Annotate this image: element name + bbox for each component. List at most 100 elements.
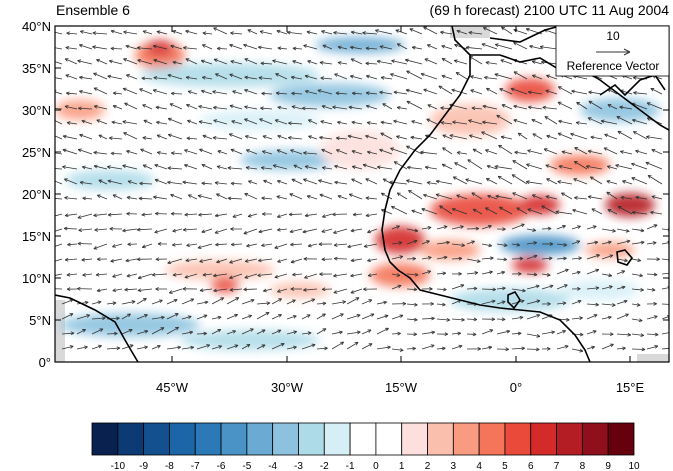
wind-vector xyxy=(517,132,528,140)
wind-vector-head xyxy=(102,316,106,321)
wind-vector xyxy=(661,287,669,290)
wind-vector-head xyxy=(574,196,578,200)
wind-vector xyxy=(122,121,138,125)
wind-vector-head xyxy=(441,74,446,79)
wind-vector-head xyxy=(155,105,160,110)
wind-vector xyxy=(576,101,588,110)
wind-vector xyxy=(245,258,258,262)
wind-vector-head xyxy=(232,90,237,94)
wind-vector xyxy=(393,91,408,95)
wind-vector xyxy=(92,32,108,35)
wind-vector-head xyxy=(413,317,418,322)
wind-vector-head xyxy=(213,119,218,123)
wind-vector xyxy=(66,122,78,125)
wind-vector-head xyxy=(456,150,461,155)
colorbar-swatch xyxy=(143,422,170,456)
wind-vector xyxy=(291,178,303,185)
wind-vector-head xyxy=(139,88,144,92)
wind-vector xyxy=(319,136,333,140)
wind-vector-head xyxy=(185,29,190,34)
wind-vector-head xyxy=(531,60,536,64)
wind-vector-head xyxy=(335,149,340,153)
wind-vector xyxy=(631,273,643,277)
wind-vector-head xyxy=(203,331,207,336)
wind-vector xyxy=(406,318,418,321)
wind-vector-head xyxy=(190,298,195,302)
wind-vector-head xyxy=(473,286,478,291)
wind-vector-head xyxy=(587,117,592,121)
wind-vector-head xyxy=(290,287,295,291)
wind-vector xyxy=(441,163,453,170)
wind-vector-head xyxy=(350,258,355,263)
wind-vector-head xyxy=(461,317,465,322)
wind-vector xyxy=(631,288,644,291)
wind-vector-head xyxy=(79,180,84,185)
wind-vector xyxy=(93,243,108,250)
wind-vector-head xyxy=(154,163,159,168)
wind-vector-head xyxy=(452,176,457,180)
wind-vector xyxy=(346,297,360,305)
wind-vector xyxy=(481,225,492,230)
wind-vector xyxy=(55,77,63,80)
wind-vector-head xyxy=(455,71,460,76)
wind-vector xyxy=(213,273,228,277)
wind-vector-head xyxy=(122,164,127,168)
wind-vector-head xyxy=(596,254,600,258)
wind-vector-head xyxy=(250,298,255,303)
wind-vector-head xyxy=(303,151,307,155)
wind-vector xyxy=(573,178,588,185)
wind-vector xyxy=(333,288,348,294)
wind-vector-head xyxy=(486,87,490,92)
wind-vector-head xyxy=(620,150,624,154)
wind-vector-head xyxy=(235,297,240,301)
wind-vector xyxy=(352,213,363,216)
wind-vector xyxy=(393,120,408,125)
wind-vector-head xyxy=(376,59,381,64)
wind-vector-head xyxy=(275,91,280,96)
wind-vector-head xyxy=(424,58,429,62)
wind-vector-head xyxy=(350,228,355,233)
wind-vector-head xyxy=(414,272,419,277)
wind-vector-head xyxy=(153,76,158,80)
wind-vector xyxy=(61,332,75,335)
x-tick-label: 45°W xyxy=(156,380,189,395)
wind-vector-head xyxy=(631,210,636,215)
wind-vector-head xyxy=(263,179,267,184)
wind-vector xyxy=(82,197,93,200)
wind-vector-head xyxy=(606,180,611,184)
wind-vector xyxy=(466,258,481,263)
wind-vector xyxy=(304,273,318,279)
wind-vector xyxy=(376,346,391,350)
wind-vector xyxy=(289,213,303,215)
wind-vector-head xyxy=(109,136,113,141)
wind-vector-head xyxy=(78,228,83,232)
wind-vector xyxy=(451,89,468,95)
wind-vector-head xyxy=(426,181,431,185)
wind-vector-head xyxy=(440,121,445,125)
wind-vector xyxy=(427,104,438,110)
wind-vector xyxy=(555,211,573,215)
colorbar-label: 1 xyxy=(399,461,405,471)
wind-vector-head xyxy=(260,106,264,111)
wind-vector xyxy=(216,165,228,170)
wind-vector xyxy=(112,273,123,278)
wind-vector-head xyxy=(229,104,234,109)
wind-vector xyxy=(380,77,393,80)
wind-vector-head xyxy=(488,345,493,350)
wind-vector-head xyxy=(633,131,637,135)
wind-vector-head xyxy=(622,346,626,351)
wind-vector-head xyxy=(564,344,569,349)
wind-vector xyxy=(496,330,510,335)
wind-vector-head xyxy=(513,104,518,109)
wind-vector-head xyxy=(640,240,645,245)
wind-vector-head xyxy=(487,194,492,199)
wind-vector xyxy=(286,331,297,335)
wind-vector xyxy=(211,297,224,305)
wind-vector xyxy=(425,135,438,140)
wind-vector-head xyxy=(182,227,187,232)
wind-vector-head xyxy=(324,346,328,351)
wind-vector-head xyxy=(169,103,174,107)
colorbar-label: 6 xyxy=(528,461,534,471)
wind-vector-head xyxy=(321,257,326,262)
wind-vector xyxy=(215,243,228,246)
